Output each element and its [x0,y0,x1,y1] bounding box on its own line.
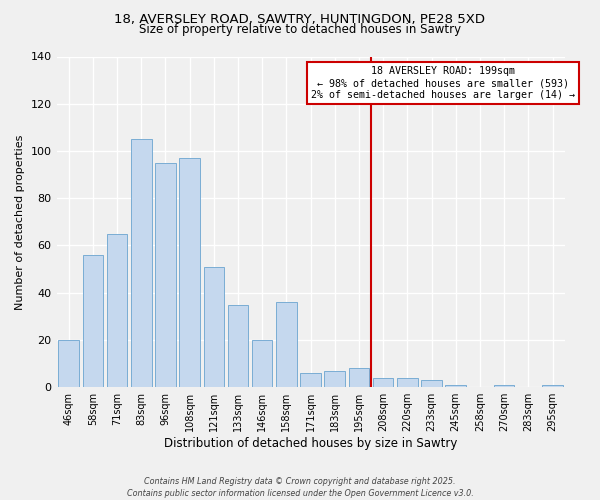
Bar [155,163,176,387]
Bar [131,139,152,387]
Bar [300,373,321,387]
Bar [325,370,345,387]
Text: Contains HM Land Registry data © Crown copyright and database right 2025.
Contai: Contains HM Land Registry data © Crown c… [127,476,473,498]
Bar [107,234,127,387]
X-axis label: Distribution of detached houses by size in Sawtry: Distribution of detached houses by size … [164,437,457,450]
Text: 18 AVERSLEY ROAD: 199sqm
← 98% of detached houses are smaller (593)
2% of semi-d: 18 AVERSLEY ROAD: 199sqm ← 98% of detach… [311,66,575,100]
Y-axis label: Number of detached properties: Number of detached properties [15,134,25,310]
Bar [58,340,79,387]
Bar [83,255,103,387]
Bar [421,380,442,387]
Bar [276,302,296,387]
Bar [445,385,466,387]
Text: Size of property relative to detached houses in Sawtry: Size of property relative to detached ho… [139,22,461,36]
Bar [397,378,418,387]
Bar [228,304,248,387]
Bar [494,385,514,387]
Text: 18, AVERSLEY ROAD, SAWTRY, HUNTINGDON, PE28 5XD: 18, AVERSLEY ROAD, SAWTRY, HUNTINGDON, P… [115,12,485,26]
Bar [179,158,200,387]
Bar [252,340,272,387]
Bar [542,385,563,387]
Bar [349,368,369,387]
Bar [203,266,224,387]
Bar [373,378,394,387]
